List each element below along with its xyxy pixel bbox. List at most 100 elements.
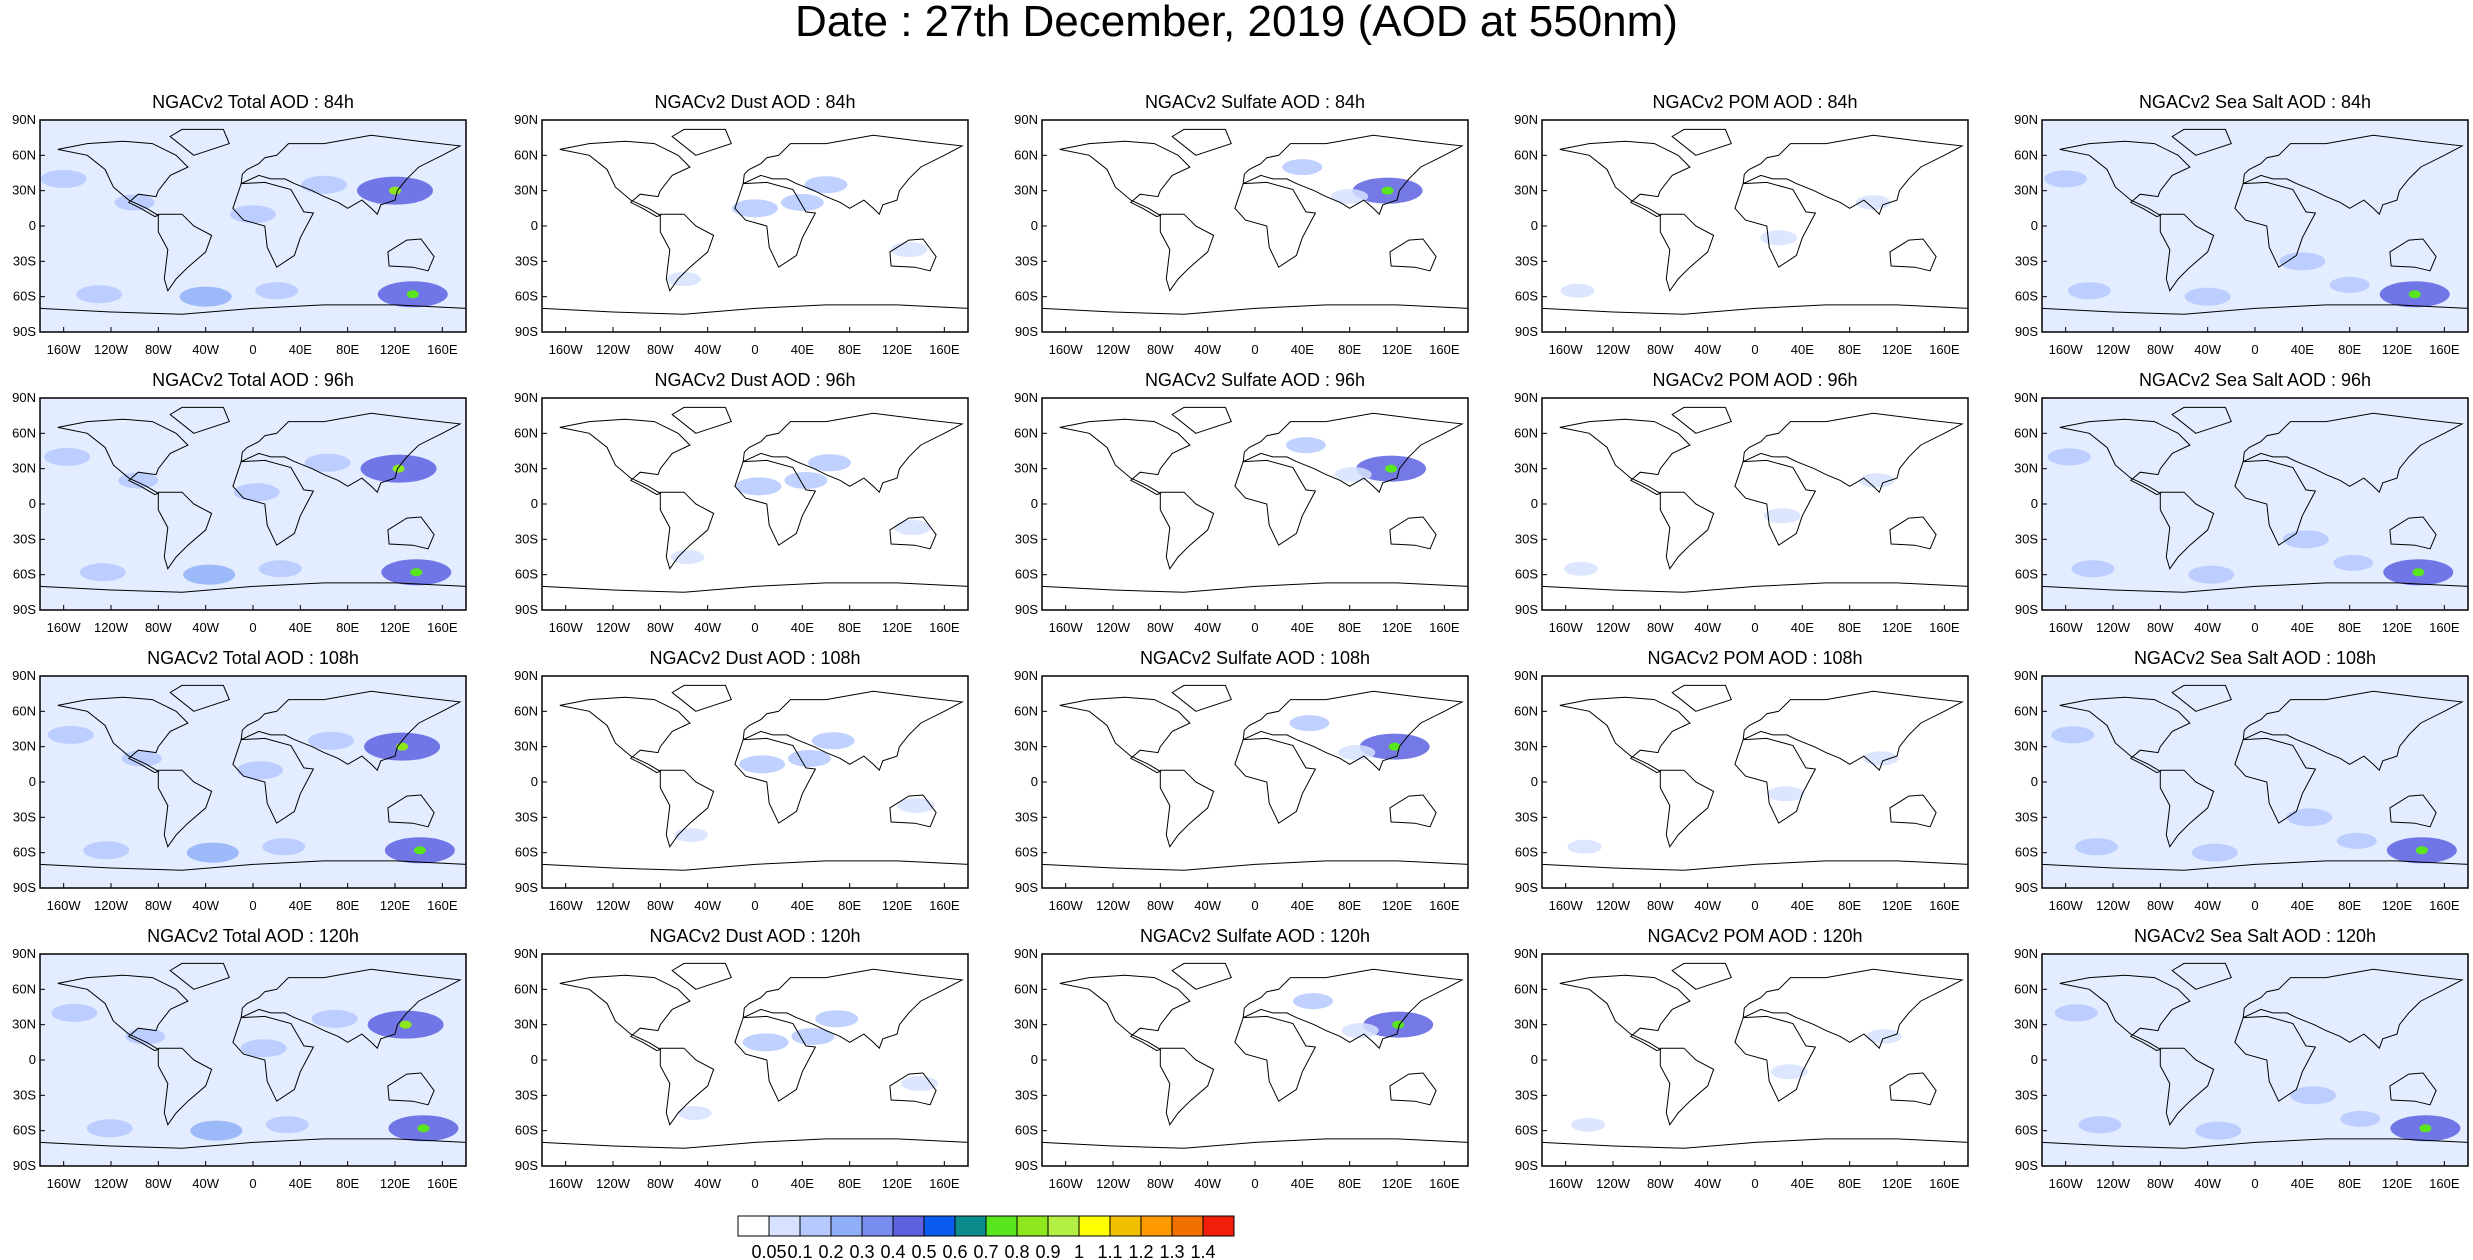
lat-tick-label: 30N: [1514, 739, 1538, 754]
colorbar-label: 0.7: [973, 1242, 998, 1260]
lon-tick-label: 160W: [1049, 342, 1084, 357]
lat-tick-label: 30N: [12, 739, 36, 754]
lat-tick-label: 90S: [515, 1158, 538, 1173]
aod-plume: [2340, 1110, 2381, 1127]
coastline: [2389, 238, 2437, 272]
aod-plume: [732, 199, 778, 218]
coastline: [1389, 516, 1437, 550]
lat-tick-label: 60N: [514, 981, 538, 996]
lat-tick-label: 0: [1531, 1052, 1538, 1067]
lat-tick-label: 30S: [1015, 531, 1038, 546]
aod-plume: [1859, 473, 1895, 488]
lat-tick-label: 60S: [13, 567, 36, 582]
aod-plume: [742, 1033, 789, 1052]
lon-tick-label: 120W: [94, 1176, 129, 1191]
lat-tick-label: 60S: [2015, 1123, 2038, 1138]
lon-tick-label: 40E: [791, 620, 814, 635]
panel-title: NGACv2 Sulfate AOD : 84h: [1144, 92, 1366, 112]
colorbar-swatch: [1171, 1215, 1204, 1237]
colorbar-swatch: [892, 1215, 925, 1237]
lat-tick-label: 30N: [2014, 1017, 2038, 1032]
coastline: [2159, 213, 2215, 292]
lon-tick-label: 120E: [1382, 1176, 1413, 1191]
panel-title: NGACv2 Total AOD : 96h: [152, 370, 354, 390]
lon-tick-label: 160E: [1929, 342, 1960, 357]
aod-plume: [2286, 808, 2333, 827]
lon-tick-label: 80E: [336, 620, 359, 635]
map-panel-total-108h: NGACv2 Total AOD : 108h 90N 60N 30N 0 30S 60S 9…: [0, 648, 500, 918]
lat-tick-label: 30N: [2014, 183, 2038, 198]
lat-tick-label: 0: [1531, 218, 1538, 233]
coastline: [1171, 684, 1232, 712]
lon-tick-label: 120E: [1882, 898, 1913, 913]
lon-tick-label: 80W: [1647, 1176, 1674, 1191]
map-plot: 90N 60N 30N 0 30S 60S 90S 160W 120W 80W 40W 0 40E 80E…: [2014, 112, 2469, 357]
coastline: [2234, 737, 2317, 824]
plot-area: [542, 398, 968, 610]
colorbar-label: 0.8: [1004, 1242, 1029, 1260]
lat-tick-label: 60N: [1014, 147, 1038, 162]
lat-tick-label: 0: [29, 218, 36, 233]
lon-tick-label: 0: [1251, 342, 1258, 357]
coastline: [157, 213, 213, 292]
lat-tick-label: 30S: [13, 809, 36, 824]
lat-tick-label: 60S: [515, 289, 538, 304]
lon-tick-label: 160E: [929, 1176, 960, 1191]
lon-tick-label: 80E: [1838, 620, 1861, 635]
lon-tick-label: 80W: [647, 620, 674, 635]
colorbar-label: 1.2: [1128, 1242, 1153, 1260]
aod-plume: [667, 272, 701, 286]
map-panel-pom-108h: NGACv2 POM AOD : 108h 90N 60N 30N 0 30S 60S 90S…: [1502, 648, 2002, 918]
aod-hotspot: [406, 290, 419, 299]
lon-tick-label: 120E: [2382, 898, 2413, 913]
map-panel-seasalt-96h: NGACv2 Sea Salt AOD : 96h 90N 60N 30N 0 30S 60…: [2002, 370, 2473, 640]
aod-plume: [237, 761, 284, 780]
lon-tick-label: 80W: [2147, 342, 2174, 357]
colorbar-swatch: [830, 1215, 863, 1237]
coastline: [157, 1047, 213, 1126]
panel-title: NGACv2 Sea Salt AOD : 108h: [2133, 648, 2377, 668]
coastline: [2242, 134, 2464, 216]
lat-tick-label: 90N: [1014, 668, 1038, 683]
lon-tick-label: 0: [2251, 1176, 2258, 1191]
coastline: [2242, 412, 2464, 494]
colorbar-label: 0.6: [942, 1242, 967, 1260]
map-plot: 90N 60N 30N 0 30S 60S 90S 160W 120W 80W 40W 0 40E 80E…: [1514, 668, 1969, 913]
lat-tick-label: 30S: [13, 253, 36, 268]
lat-tick-label: 60N: [1514, 981, 1538, 996]
lat-tick-label: 90S: [2015, 880, 2038, 895]
lon-tick-label: 160W: [549, 1176, 584, 1191]
coastline: [1889, 238, 1937, 272]
lat-tick-label: 90S: [2015, 1158, 2038, 1173]
lon-tick-label: 120W: [596, 342, 631, 357]
map-plot: 90N 60N 30N 0 30S 60S 90S 160W 120W 80W 40W 0 40E 80E…: [514, 390, 969, 635]
lon-tick-label: 80W: [145, 342, 172, 357]
coastline: [240, 968, 462, 1050]
lon-tick-label: 0: [2251, 342, 2258, 357]
lat-tick-label: 0: [1031, 1052, 1038, 1067]
coastline: [1671, 684, 1732, 712]
aod-plume: [308, 731, 355, 750]
lat-tick-label: 60N: [12, 981, 36, 996]
aod-plume: [1285, 437, 1326, 454]
lat-tick-label: 30S: [1515, 531, 1538, 546]
lon-tick-label: 0: [2251, 620, 2258, 635]
aod-plume: [51, 1003, 98, 1022]
panel-title: NGACv2 Dust AOD : 108h: [649, 648, 861, 668]
aod-plume: [811, 732, 855, 750]
aod-plume: [2051, 726, 2095, 744]
lon-tick-label: 120E: [380, 620, 411, 635]
lon-tick-label: 80W: [2147, 620, 2174, 635]
aod-plume: [897, 798, 935, 814]
aod-plume: [255, 282, 299, 300]
aod-plume: [893, 520, 931, 536]
coastline: [1734, 1015, 1817, 1102]
lat-tick-label: 30S: [2015, 809, 2038, 824]
lat-tick-label: 60S: [515, 845, 538, 860]
coastline: [1242, 968, 1464, 1050]
aod-plume: [739, 755, 786, 774]
lon-tick-label: 40W: [1194, 1176, 1221, 1191]
aod-plume: [2191, 843, 2238, 862]
panel-title: NGACv2 Dust AOD : 96h: [654, 370, 856, 390]
lon-tick-label: 40E: [289, 342, 312, 357]
